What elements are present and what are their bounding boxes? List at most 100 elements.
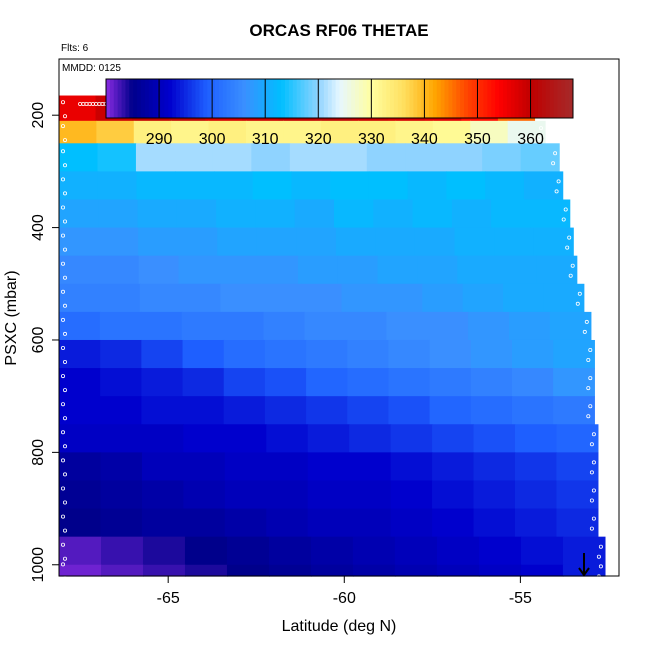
heatmap-cell [414,227,456,257]
heatmap-cell [218,255,259,285]
track-point [589,442,594,447]
colorbar-swatch [456,79,461,118]
colorbar-swatch [487,79,492,118]
heatmap-cell [394,536,438,566]
heatmap-cell [59,424,102,453]
heatmap-cell [222,311,265,341]
colorbar-swatch [281,79,286,118]
heatmap-cell [352,564,396,577]
colorbar-swatch [343,79,348,118]
heatmap-cell [349,424,392,453]
heatmap-cell [266,452,309,482]
heatmap-cell [100,452,143,482]
heatmap-cell [352,536,396,566]
heatmap-cell [59,95,97,122]
colorbar-swatch [464,79,469,118]
heatmap-cell [511,339,554,369]
heatmap-cell [171,120,210,144]
heatmap-cell [388,339,431,369]
heatmap-cell [473,508,516,538]
colorbar-tick-label: 310 [252,131,279,148]
heatmap-cell [177,227,218,257]
heatmap-cell [183,508,226,538]
heatmap-cell [212,143,252,172]
heatmap-cell [175,171,215,201]
colorbar-tick-label: 340 [411,131,438,148]
colorbar-swatch [195,79,200,118]
heatmap-cell [183,452,226,482]
colorbar-swatch [471,79,477,118]
heatmap-cell [180,283,222,313]
track-point [584,319,589,324]
colorbar-swatch [288,79,294,118]
heatmap-cell [470,396,513,425]
track-point [61,289,66,294]
heatmap-cell [514,452,558,482]
colorbar-swatch [230,79,235,118]
colorbar-swatch [541,79,547,118]
heatmap-cell [473,452,516,482]
heatmap-cell [137,199,178,229]
heatmap-cell [390,480,433,510]
colorbar-swatch [292,79,298,118]
colorbar-swatch [249,79,255,118]
heatmap-cell [337,255,379,285]
heatmap-cell [245,120,284,144]
heatmap-cell [310,564,354,577]
track-point [63,388,68,393]
colorbar-swatch [530,79,535,118]
heatmap-cell [520,143,560,172]
heatmap-cell [388,396,431,425]
heatmap-cell [470,368,513,397]
track-point [63,191,68,196]
track-point [61,177,66,182]
heatmap-cell [507,120,546,144]
track-point [61,124,66,129]
heatmap-cell [220,283,262,313]
colorbar-swatch [109,79,115,118]
heatmap-cell [514,424,558,453]
track-point [589,470,594,475]
heatmap-cell [100,396,142,425]
heatmap-cell [368,171,409,201]
heatmap-cell [97,171,138,201]
heatmap-cell [436,564,480,577]
colorbar-tick-label: 320 [305,131,332,148]
heatmap-cell [100,536,144,566]
track-point [567,235,572,240]
heatmap-cell [306,368,348,397]
colorbar-tick-label: 300 [199,131,226,148]
heatmap-cell [432,120,471,144]
colorbar-swatch [514,79,520,118]
heatmap-cell [59,311,101,341]
heatmap-cell [258,255,299,285]
colorbar-swatch [366,79,372,118]
track-point [586,357,591,362]
heatmap-cell [436,536,480,566]
heatmap-cell [556,508,599,538]
track-point [582,329,587,334]
colorbar-swatch [125,79,130,118]
heatmap-cell [491,199,531,229]
colorbar-swatch [479,79,484,118]
heatmap-cell [59,452,102,482]
colorbar-swatch [331,79,337,118]
heatmap-cell [347,368,390,397]
heatmap-cell [224,480,267,510]
heatmap-cells [59,95,606,577]
heatmap-cell [100,564,144,577]
colorbar-swatch [246,79,251,118]
heatmap-cell [306,339,348,369]
heatmap-cell [381,283,423,313]
track-point [591,488,596,493]
heatmap-cell [549,311,592,341]
heatmap-cell [345,311,387,341]
heatmap-cell [390,424,433,453]
heatmap-cell [497,255,538,285]
heatmap-cell [223,339,266,369]
heatmap-cell [216,199,257,229]
colorbar-swatch [355,79,360,118]
colorbar-swatch [172,79,177,118]
colorbar-swatch [537,79,543,118]
colorbar-swatch [506,79,512,118]
